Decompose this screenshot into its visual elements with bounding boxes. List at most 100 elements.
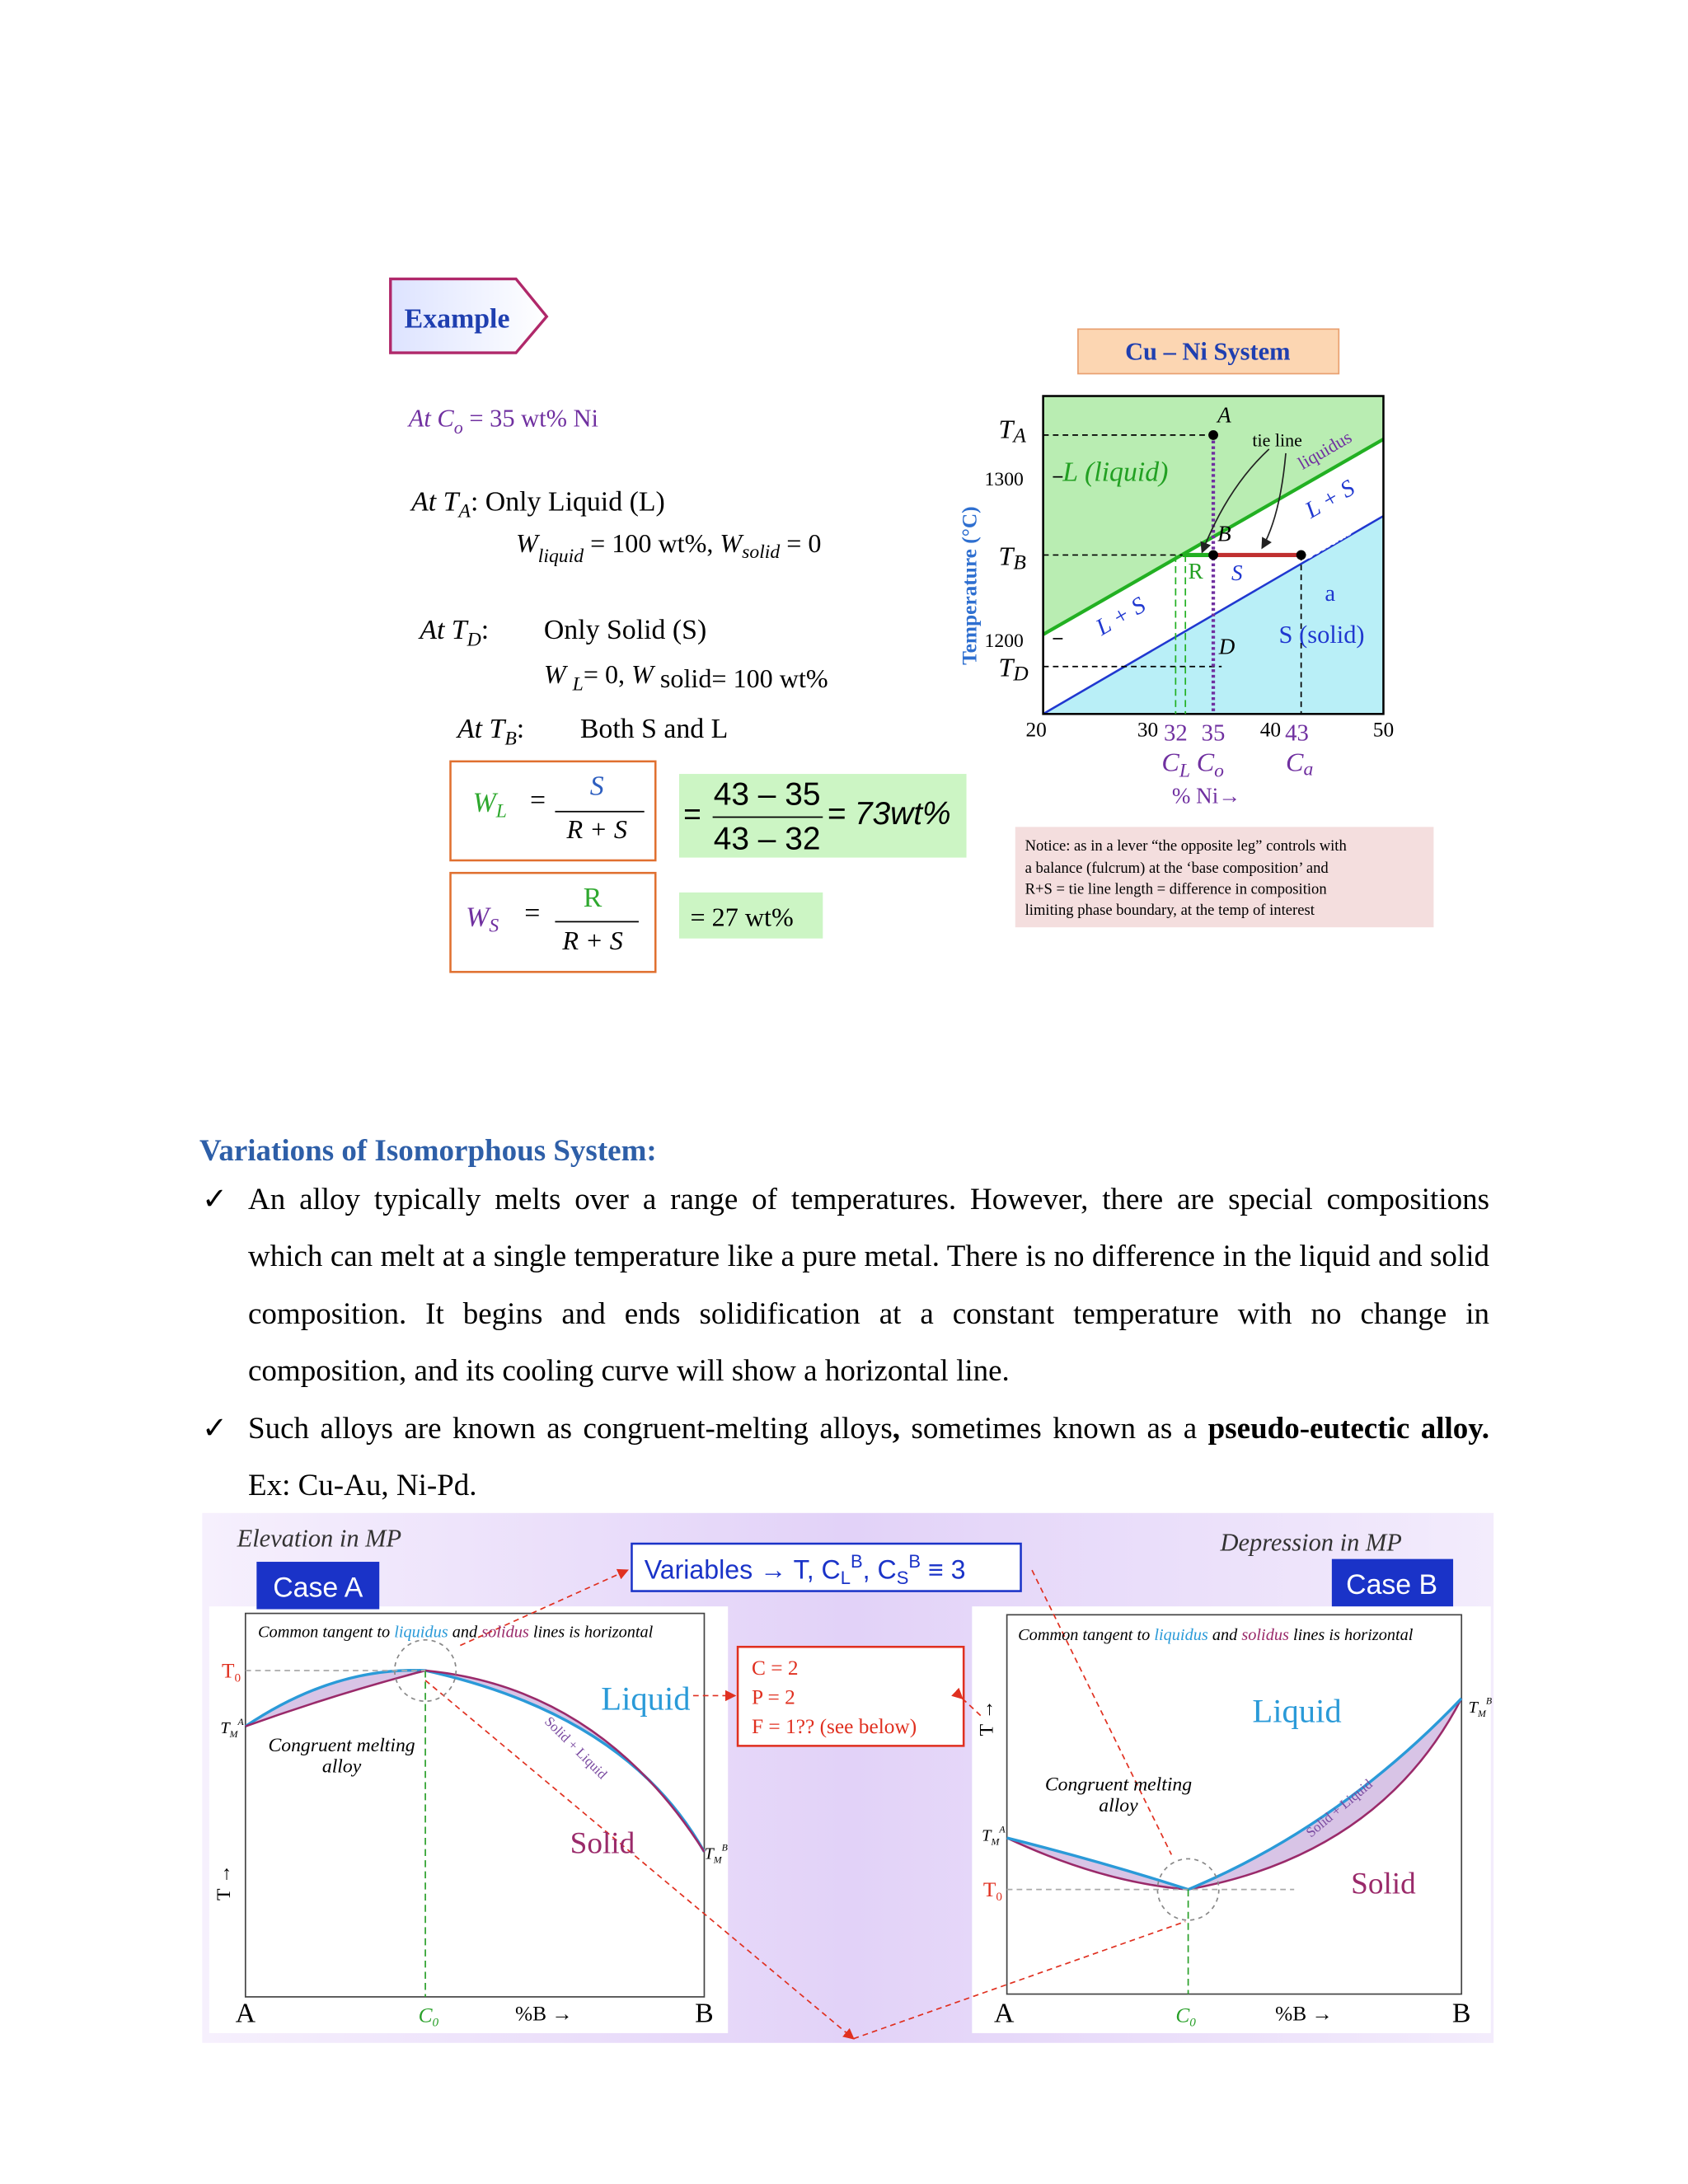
tma: M <box>990 1836 1000 1848</box>
note: lines is horizontal <box>1289 1626 1414 1644</box>
xticks: 30 <box>1137 718 1158 741</box>
xticks: 43 <box>1285 719 1309 746</box>
box <box>1006 1614 1463 1995</box>
den: R + S <box>565 814 626 844</box>
x-label: % Ni→ <box>1172 784 1240 808</box>
bullet2: pseudo-eutectic alloy. <box>1207 1412 1489 1446</box>
label: CL <box>1161 748 1190 782</box>
label: Common tangent to liquidus and solidus l… <box>1018 1626 1414 1644</box>
xticks: 35 <box>1202 719 1226 746</box>
curve <box>1006 1697 1463 1891</box>
point-d: D <box>1218 635 1236 659</box>
tma: M <box>229 1728 239 1740</box>
composition: At C <box>407 405 455 433</box>
variables: , C <box>863 1554 897 1584</box>
eq: = <box>524 898 540 928</box>
b: B <box>695 1998 714 2028</box>
a: A <box>236 1998 256 2028</box>
variables: B <box>908 1551 921 1572</box>
ta-w: = 100 wt%, <box>584 528 720 558</box>
curve <box>1261 452 1287 550</box>
melting: Congruent melting <box>1045 1774 1192 1796</box>
rule: F = 1?? (see below) <box>752 1715 917 1738</box>
solid: Solid <box>1351 1868 1416 1901</box>
variables: B <box>851 1551 863 1572</box>
notice: a balance (fulcrum) at the ‘base composi… <box>1025 860 1329 877</box>
result: = 27 wt% <box>691 902 794 931</box>
x-label: %B → <box>515 2003 573 2026</box>
bullet: ✓ An alloy typically melts over a range o… <box>202 1171 1489 1400</box>
composition: = 35 wt% Ni <box>463 405 598 433</box>
lhs: S <box>489 915 499 936</box>
t0: T <box>983 1878 996 1901</box>
label: Variables → T, CLB, CSB ≡ 3 <box>645 1551 966 1588</box>
xticks: 20 <box>1025 718 1046 741</box>
seg-s: S <box>1231 560 1243 585</box>
y-label: Temperature (°C) <box>958 506 981 665</box>
label: Example <box>405 304 510 335</box>
ta-w: liquid <box>538 546 584 567</box>
melting: Congruent melting <box>268 1735 415 1756</box>
bullet2: Such alloys are known as congruent-melti… <box>248 1412 893 1446</box>
label: TD <box>998 653 1028 686</box>
box <box>972 1606 1491 2033</box>
note: Common tangent to <box>1018 1626 1154 1644</box>
variables: S <box>897 1568 909 1588</box>
td: : <box>481 615 489 645</box>
variables: L <box>841 1568 851 1588</box>
point <box>1208 550 1218 560</box>
calc-eq: = <box>683 796 701 831</box>
note: and <box>448 1623 482 1641</box>
label: C0 <box>1175 2004 1196 2029</box>
c0: C <box>1175 2004 1190 2027</box>
t-axis: T → <box>213 1864 235 1900</box>
box <box>736 1645 965 1747</box>
label: T0 <box>983 1878 1002 1904</box>
t0: 0 <box>996 1890 1002 1904</box>
bullet2: sometimes known as a <box>899 1412 1208 1446</box>
case: Case A <box>273 1572 363 1603</box>
shape <box>389 277 549 354</box>
td: At T <box>418 615 469 645</box>
tmb: T <box>1469 1699 1479 1717</box>
liquid: Liquid <box>601 1680 690 1717</box>
label: WS <box>466 902 499 936</box>
seg-r: R <box>1189 559 1204 583</box>
label: TMA <box>220 1716 244 1740</box>
tmb: M <box>713 1854 723 1866</box>
tie-line: tie line <box>1252 429 1301 450</box>
curve <box>853 1920 1186 2040</box>
melting: alloy <box>1099 1795 1138 1816</box>
bullet: ✓ Such alloys are known as congruent-melt… <box>202 1400 1489 1515</box>
tma: A <box>237 1716 244 1727</box>
notice: Notice: as in a lever “the opposite leg”… <box>1025 837 1348 855</box>
ta-w: W <box>516 528 541 558</box>
label: T0 <box>222 1659 241 1685</box>
box <box>244 1612 706 1998</box>
num: S <box>590 771 604 801</box>
tma: T <box>982 1826 992 1844</box>
note: liquidus <box>1154 1626 1208 1644</box>
solid: S (solid) <box>1279 621 1365 649</box>
ta: A <box>1011 424 1026 447</box>
rule: P = 2 <box>752 1686 795 1709</box>
tmb: B <box>722 1841 728 1853</box>
curve <box>1006 1698 1463 1891</box>
box <box>1077 328 1340 375</box>
t-axis: T → <box>977 1700 998 1736</box>
label: TMB <box>704 1841 727 1865</box>
tmb: T <box>704 1844 715 1863</box>
curve <box>1006 1698 1462 1890</box>
note: solidus <box>481 1623 529 1641</box>
liquid: L (liquid) <box>1062 457 1168 488</box>
num: R <box>584 883 603 913</box>
curve <box>245 1669 706 1853</box>
shape <box>1043 516 1384 715</box>
td: D <box>467 629 481 650</box>
label: Common tangent to liquidus and solidus l… <box>258 1623 654 1641</box>
td: D <box>1012 663 1028 686</box>
title: Depression in MP <box>1219 1528 1401 1556</box>
lhs: W <box>466 902 491 932</box>
